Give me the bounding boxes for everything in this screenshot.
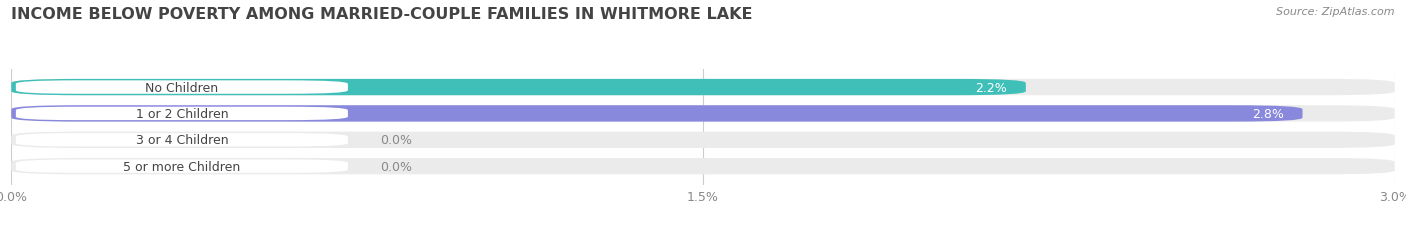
Text: 0.0%: 0.0% (380, 134, 412, 147)
Text: 0.0%: 0.0% (380, 160, 412, 173)
Text: 1 or 2 Children: 1 or 2 Children (135, 107, 228, 120)
FancyBboxPatch shape (11, 106, 1395, 122)
FancyBboxPatch shape (15, 134, 347, 147)
Text: Source: ZipAtlas.com: Source: ZipAtlas.com (1277, 7, 1395, 17)
Text: 2.2%: 2.2% (976, 81, 1007, 94)
FancyBboxPatch shape (11, 132, 1395, 148)
FancyBboxPatch shape (15, 81, 347, 94)
FancyBboxPatch shape (11, 106, 1302, 122)
FancyBboxPatch shape (11, 158, 1395, 175)
Text: INCOME BELOW POVERTY AMONG MARRIED-COUPLE FAMILIES IN WHITMORE LAKE: INCOME BELOW POVERTY AMONG MARRIED-COUPL… (11, 7, 752, 22)
FancyBboxPatch shape (15, 160, 347, 173)
Text: 2.8%: 2.8% (1253, 107, 1284, 120)
FancyBboxPatch shape (15, 107, 347, 121)
FancyBboxPatch shape (11, 79, 1026, 96)
Text: 5 or more Children: 5 or more Children (124, 160, 240, 173)
FancyBboxPatch shape (11, 79, 1395, 96)
Text: 3 or 4 Children: 3 or 4 Children (135, 134, 228, 147)
Text: No Children: No Children (145, 81, 218, 94)
